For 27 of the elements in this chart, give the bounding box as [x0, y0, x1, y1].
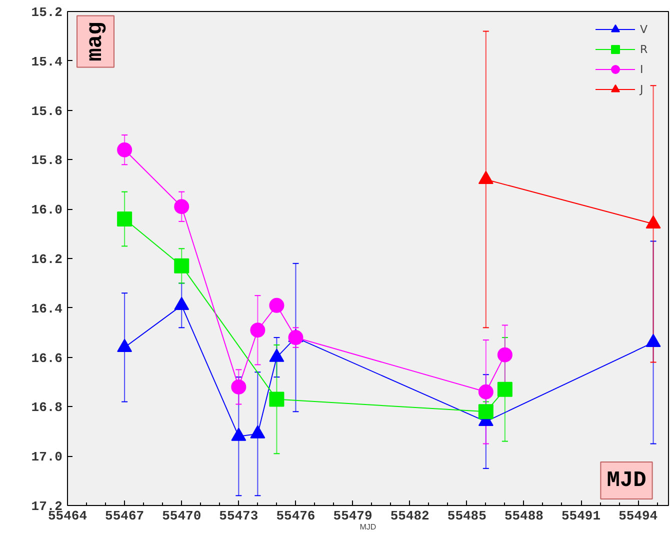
x-axis-title: MJD: [360, 522, 376, 532]
x-tick-label: 55473: [219, 508, 258, 524]
x-tick-label: 55491: [562, 508, 601, 524]
legend-label: J: [640, 82, 644, 96]
y-tick-label: 16.2: [31, 252, 63, 267]
legend-label: I: [640, 62, 644, 76]
legend-label: R: [640, 42, 649, 56]
x-tick-label: 55467: [105, 508, 144, 524]
y-tick-label: 15.8: [31, 153, 63, 168]
x-tick-label: 55482: [390, 508, 430, 524]
legend-label: V: [640, 22, 649, 36]
y-axis-title: mag: [83, 22, 108, 62]
x-tick-label: 55476: [276, 508, 316, 524]
x-tick-label: 55470: [162, 508, 202, 524]
y-tick-label: 17.0: [31, 450, 63, 465]
y-tick-label: 16.8: [31, 400, 63, 416]
y-tick-label: 15.2: [31, 5, 63, 20]
x-tick-label: 55494: [618, 508, 658, 524]
y-tick-label: 15.6: [31, 104, 63, 119]
y-tick-label: 15.4: [31, 54, 63, 70]
x-tick-label: 55485: [447, 508, 487, 524]
x-tick-label: 55479: [333, 508, 372, 524]
y-tick-label: 16.0: [31, 202, 63, 218]
y-tick-label: 16.6: [31, 350, 63, 366]
y-tick-label: 16.4: [31, 301, 63, 316]
annotation: MJD: [606, 468, 646, 493]
x-tick-label: 55488: [504, 508, 544, 524]
